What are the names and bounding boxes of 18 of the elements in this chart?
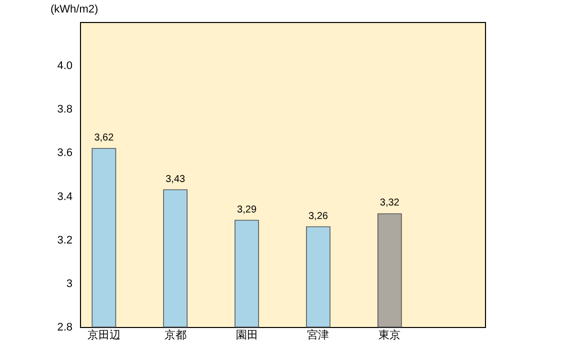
x-tick-label: 宮津 — [307, 328, 330, 342]
data-label: 3,29 — [237, 204, 257, 216]
x-tick-label: 京都 — [164, 328, 186, 342]
x-tick-label: 東京 — [378, 328, 401, 342]
data-label: 3,32 — [380, 198, 400, 209]
data-label: 3,26 — [308, 210, 328, 222]
y-tick-label: 4.0 — [57, 60, 72, 72]
y-axis-title: (kWh/m2) — [50, 4, 98, 16]
data-label: 3,43 — [166, 174, 186, 185]
y-tick-label: 3.4 — [57, 190, 72, 203]
x-tick-label: 園田 — [236, 330, 258, 342]
y-tick-label: 3.6 — [57, 147, 72, 160]
y-tick-label: 2.8 — [57, 322, 72, 334]
x-tick-label: 京田辺 — [87, 328, 120, 342]
y-tick-label: 3.2 — [57, 234, 72, 246]
y-tick-label: 3 — [66, 278, 72, 290]
y-tick-label: 3.8 — [57, 104, 72, 116]
data-label: 3,62 — [94, 132, 114, 144]
